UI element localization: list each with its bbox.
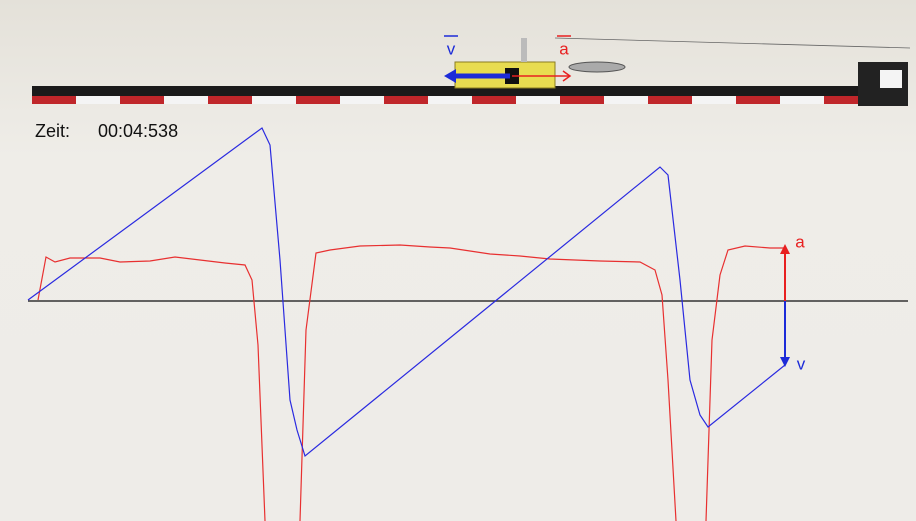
cart-flag bbox=[521, 38, 527, 62]
track-scale bbox=[32, 96, 908, 104]
pulley bbox=[569, 62, 625, 72]
end-stop-block bbox=[880, 70, 902, 88]
time-label: Zeit: bbox=[35, 121, 70, 141]
cart-velocity-label: v bbox=[447, 39, 456, 58]
cart-acceleration-label: a bbox=[559, 39, 569, 58]
time-value: 00:04:538 bbox=[98, 121, 178, 141]
screen: v a Zeit: 00:04:538 a v bbox=[0, 0, 916, 521]
page: v a Zeit: 00:04:538 a v (() => { const d… bbox=[0, 0, 916, 521]
graph-acceleration-label: a bbox=[795, 232, 805, 251]
graph-velocity-label: v bbox=[797, 354, 806, 373]
